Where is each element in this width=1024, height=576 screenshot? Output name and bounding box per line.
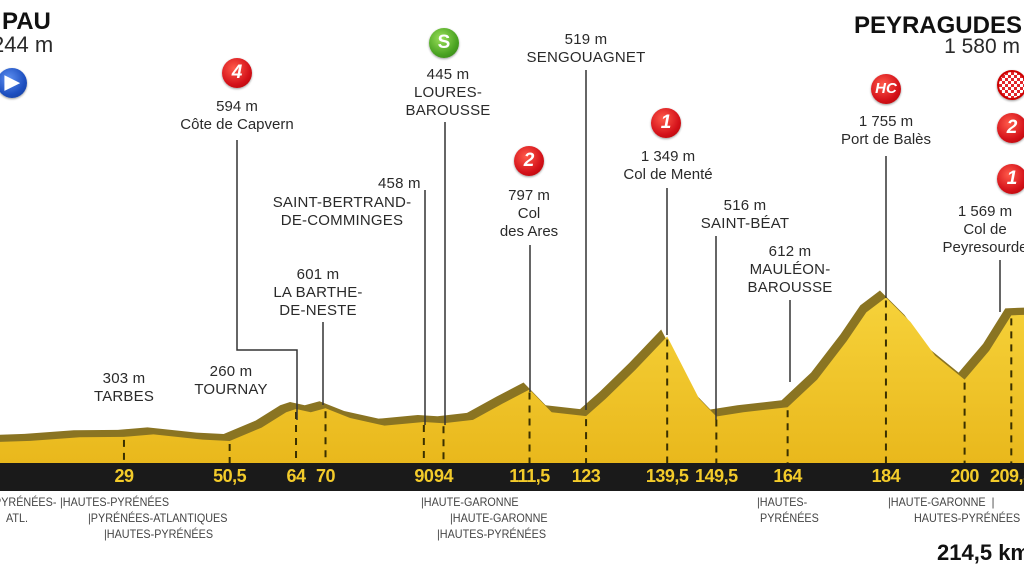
km-tick-label: 94: [433, 466, 454, 486]
ares-name1: Col: [517, 205, 541, 222]
mauleon-elevation: 612 m: [768, 243, 812, 260]
stbeat-elevation: 516 m: [723, 197, 767, 214]
barthe-name1: LA BARTHE-: [273, 284, 363, 301]
loures-name1: LOURES-: [413, 84, 483, 101]
km-tick-label: 139,5: [645, 466, 689, 486]
km-tick-label: 29: [114, 466, 134, 486]
ares-name2: des Ares: [499, 223, 559, 240]
km-tick-label: 64: [286, 466, 307, 486]
mauleon-name2: BAROUSSE: [747, 279, 833, 296]
dept-label: |HAUTE-GARONNE |: [888, 495, 995, 509]
km-tick-label: 209,5: [990, 466, 1024, 486]
dept-label: |HAUTES-PYRÉNÉES: [437, 527, 547, 541]
km-tick-label: 123: [571, 466, 601, 486]
finish-checkered-icon: [997, 70, 1024, 100]
sengouagnet-elevation: 519 m: [564, 31, 608, 48]
peyresourde-name2: Peyresourde: [942, 239, 1024, 256]
climb-cat1-icon: 1: [651, 108, 681, 138]
dept-label: ATL.: [6, 511, 29, 525]
mente-name: Col de Menté: [623, 166, 713, 183]
stbertrand-name1: SAINT-BERTRAND-: [272, 194, 412, 211]
tournay-name: TOURNAY: [194, 381, 268, 398]
start-elevation: 244 m: [0, 32, 54, 57]
km-tick-label: 200: [950, 466, 979, 486]
peyresourde-elevation: 1 569 m: [957, 203, 1013, 220]
dept-label: |HAUTE-GARONNE: [450, 511, 548, 525]
climb-cat2-icon: 2: [514, 146, 544, 176]
capvern-elevation: 594 m: [216, 98, 258, 115]
sprint-icon: S: [429, 28, 459, 58]
finish-elevation: 1 580 m: [944, 35, 1020, 58]
climb-cat2-icon: 2: [997, 113, 1024, 143]
km-tick-label: 149,5: [695, 466, 738, 486]
km-tick-label: 90: [414, 466, 434, 486]
stbeat-name: SAINT-BÉAT: [700, 215, 790, 232]
climb-cat1-icon: 1: [997, 164, 1024, 194]
start-arrow-icon: ▶: [0, 68, 27, 98]
dept-label: |PYRÉNÉES-ATLANTIQUES: [88, 511, 228, 525]
total-distance: 214,5 km: [937, 540, 1024, 565]
bales-elevation: 1 755 m: [858, 113, 914, 130]
capvern-name: Côte de Capvern: [180, 116, 294, 133]
barthe-elevation: 601 m: [296, 266, 340, 283]
tournay-elevation: 260 m: [209, 363, 253, 380]
sengouagnet-name: SENGOUAGNET: [526, 49, 646, 66]
bales-name: Port de Balès: [840, 131, 932, 148]
stbertrand-name2: DE-COMMINGES: [280, 212, 404, 229]
climb-cat4-icon: 4: [222, 58, 252, 88]
finish-name: PEYRAGUDES: [853, 12, 1022, 39]
dept-label: |HAUTES-PYRÉNÉES: [104, 527, 214, 541]
start-name: PAU: [2, 8, 51, 35]
km-tick-label: 164: [773, 466, 802, 486]
loures-elevation: 445 m: [426, 66, 470, 83]
mente-elevation: 1 349 m: [640, 148, 696, 165]
tarbes-name: TARBES: [93, 388, 155, 405]
dept-label: |HAUTE-GARONNE: [421, 495, 519, 509]
dept-label: HAUTES-PYRÉNÉES: [914, 511, 1021, 525]
dept-label: |HAUTES-: [757, 495, 808, 509]
km-tick-label: 184: [871, 466, 901, 486]
dept-label: |HAUTES-PYRÉNÉES: [60, 495, 170, 509]
tarbes-elevation: 303 m: [102, 370, 146, 387]
km-tick-label: 111,5: [509, 466, 550, 486]
km-tick-label: 70: [316, 466, 336, 486]
barthe-name2: DE-NESTE: [279, 302, 357, 319]
distance-band: [0, 463, 1024, 491]
profile-area: [0, 297, 1024, 463]
climb-hc-icon: HC: [871, 74, 901, 104]
leader-line: [236, 140, 298, 420]
mauleon-name1: MAULÉON-: [749, 261, 831, 278]
dept-label: PYRÉNÉES: [760, 511, 819, 525]
dept-label: PYRÉNÉES-: [0, 495, 57, 509]
stbertrand-elevation: 458 m: [378, 175, 421, 192]
km-tick-label: 50,5: [213, 466, 247, 486]
ares-elevation: 797 m: [508, 187, 550, 204]
loures-name2: BAROUSSE: [405, 102, 491, 119]
peyresourde-name1: Col de: [963, 221, 1007, 238]
